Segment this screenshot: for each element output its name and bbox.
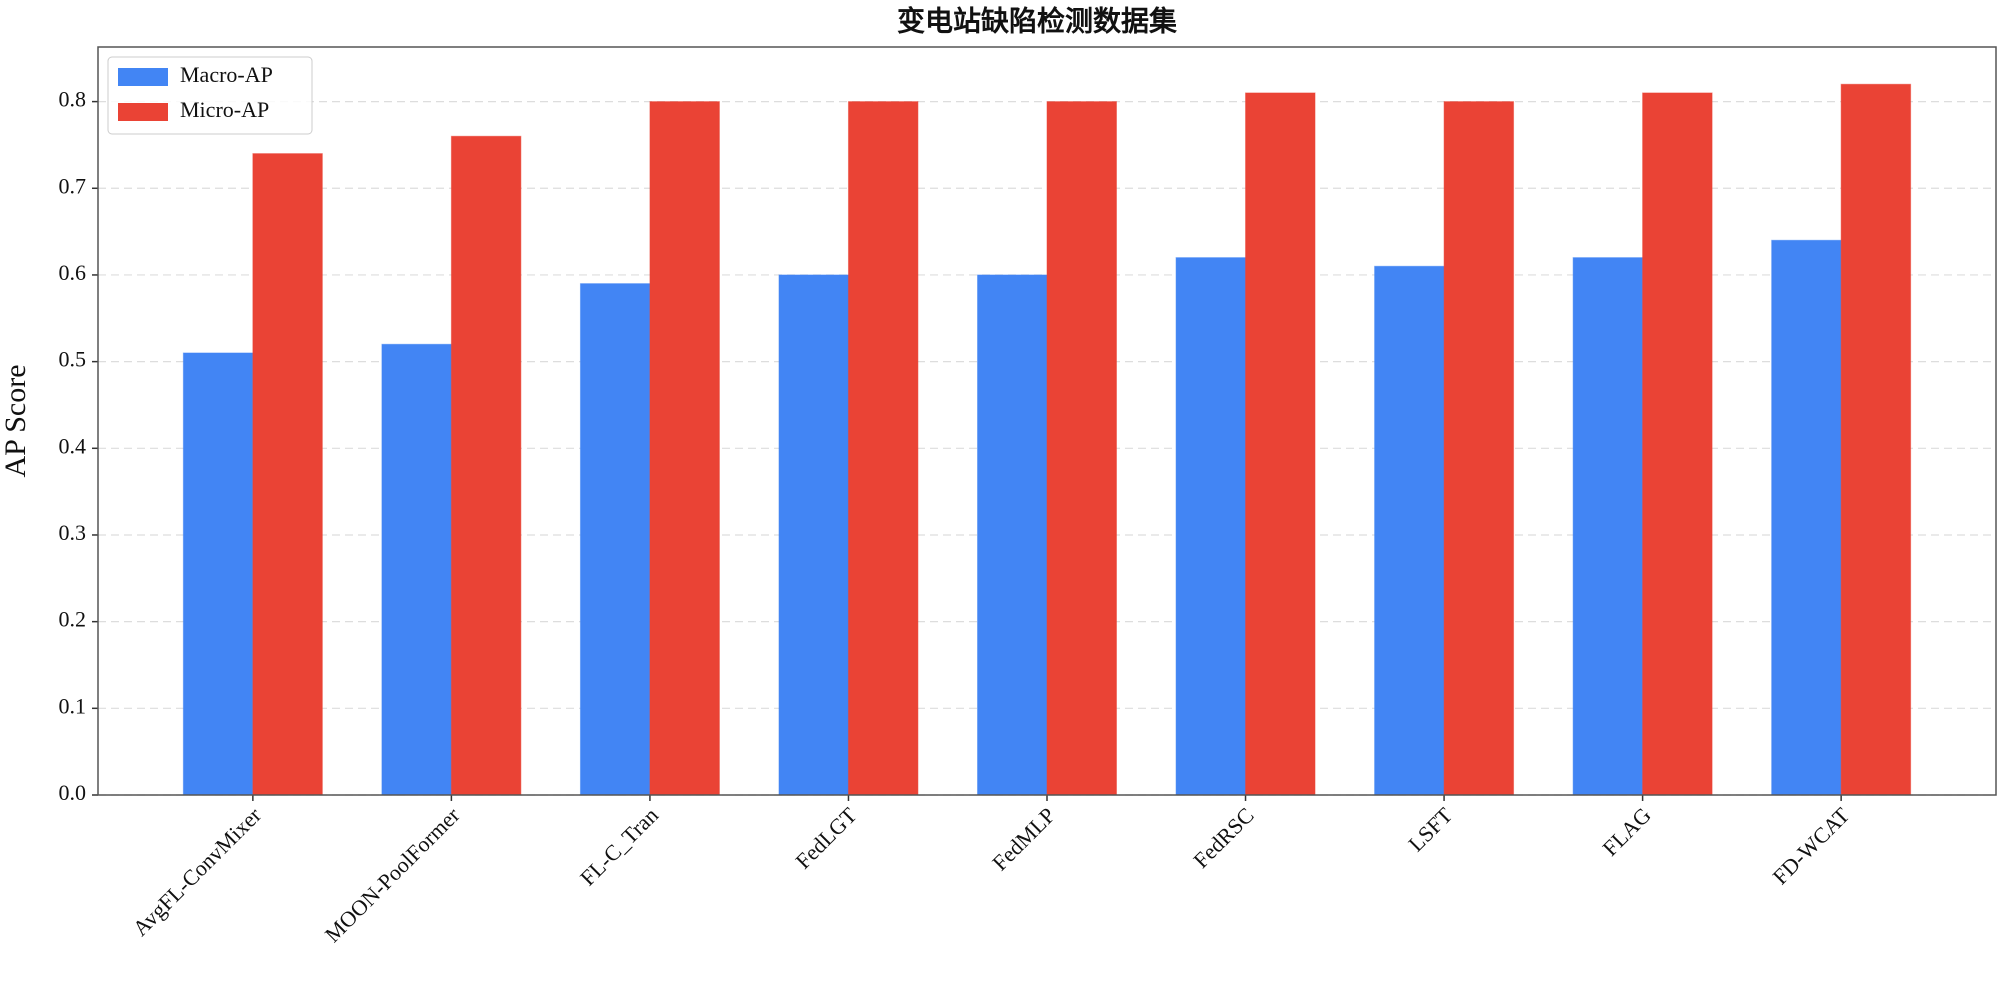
bar xyxy=(381,343,452,796)
y-tick-label: 0.0 xyxy=(59,780,87,805)
bar xyxy=(778,274,849,796)
y-tick-label: 0.7 xyxy=(59,173,87,198)
bar xyxy=(1572,257,1644,796)
bar xyxy=(579,283,651,796)
y-tick-label: 0.6 xyxy=(59,260,87,285)
y-tick-label: 0.2 xyxy=(59,607,87,632)
x-tick-label: FedLGT xyxy=(790,802,862,874)
y-axis-label: AP Score xyxy=(0,364,32,477)
legend-label: Micro-AP xyxy=(180,97,269,122)
y-tick-label: 0.8 xyxy=(59,87,87,112)
legend-label: Macro-AP xyxy=(180,62,273,87)
chart-title: 变电站缺陷检测数据集 xyxy=(897,4,1177,37)
legend-swatch xyxy=(118,68,168,86)
bar xyxy=(252,153,323,796)
bar xyxy=(977,274,1048,796)
bar xyxy=(182,352,254,796)
plot-frame xyxy=(97,46,1997,796)
legend-swatch xyxy=(118,103,168,121)
bar xyxy=(450,135,522,796)
bar xyxy=(1374,265,1445,796)
x-tick-label: FL-C_Tran xyxy=(575,802,663,890)
y-tick-label: 0.3 xyxy=(59,520,87,545)
x-tick-label: LSFT xyxy=(1403,802,1457,856)
bar xyxy=(1840,83,1912,796)
bar xyxy=(847,101,919,796)
x-tick-label: FD-WCAT xyxy=(1767,802,1854,889)
x-tick-label: FedMLP xyxy=(987,802,1060,875)
bar xyxy=(1046,101,1117,796)
x-tick-label: MOON-PoolFormer xyxy=(320,802,465,947)
y-tick-label: 0.1 xyxy=(59,693,87,718)
x-tick-label: AvgFL-ConvMixer xyxy=(128,802,267,941)
x-tick-label: FedRSC xyxy=(1188,802,1258,872)
bar xyxy=(1175,257,1247,796)
bar xyxy=(1245,92,1316,796)
y-tick-label: 0.4 xyxy=(59,433,87,458)
bar xyxy=(1443,101,1515,796)
x-tick-label: FLAG xyxy=(1597,802,1655,860)
y-tick-label: 0.5 xyxy=(59,347,87,372)
bar xyxy=(1642,92,1713,796)
bar xyxy=(1771,239,1842,796)
bar xyxy=(649,101,720,796)
